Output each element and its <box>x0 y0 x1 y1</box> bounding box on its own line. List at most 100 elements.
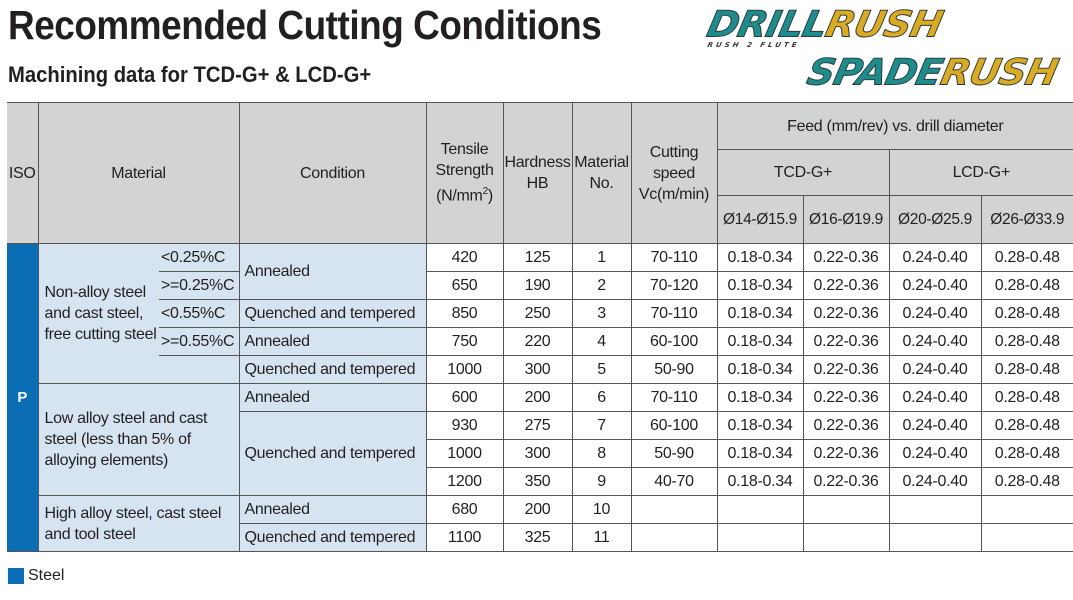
header-material-no: Material No. <box>571 102 632 244</box>
feed-cell: 0.22-0.36 <box>802 327 890 356</box>
condition-cell: Annealed <box>238 327 427 356</box>
material-no-cell: 6 <box>571 383 632 412</box>
hardness-cell: 250 <box>502 299 573 328</box>
feed-cell: 0.18-0.34 <box>716 411 804 440</box>
steel-swatch <box>8 568 24 584</box>
hardness-cell: 200 <box>502 495 573 524</box>
header-diameter: Ø14-Ø15.9 <box>716 195 804 244</box>
tensile-strength-cell: 850 <box>425 299 504 328</box>
header-diameter: Ø16-Ø19.9 <box>802 195 890 244</box>
page-subtitle: Machining data for TCD-G+ & LCD-G+ <box>8 62 372 87</box>
condition-cell: Quenched and tempered <box>238 299 427 328</box>
cutting-conditions-table: ISO Material Condition Tensile Strength (N… <box>7 102 1073 552</box>
feed-cell <box>888 523 982 552</box>
feed-cell: 0.24-0.40 <box>888 243 982 272</box>
table-row: P Non-alloy steel and cast steel, free cu… <box>7 243 1073 552</box>
legend-label: Steel <box>28 567 65 584</box>
condition-cell: Annealed <box>238 495 427 524</box>
header-text: Strength <box>435 162 494 180</box>
cutting-speed-cell: 40-70 <box>630 467 718 496</box>
tensile-strength-cell: 1200 <box>425 467 504 496</box>
feed-cell: 0.24-0.40 <box>888 411 982 440</box>
iso-group-cell: P <box>7 243 39 552</box>
carbon-content-cell <box>159 355 240 384</box>
material-no-cell: 8 <box>571 439 632 468</box>
feed-cell: 0.24-0.40 <box>888 467 982 496</box>
header-text: No. <box>589 175 614 192</box>
material-no-cell: 5 <box>571 355 632 384</box>
condition-cell: Quenched and tempered <box>238 523 427 552</box>
material-no-cell: 11 <box>571 523 632 552</box>
table-row: High alloy steel, cast steel and tool st… <box>7 495 1073 552</box>
header-text: Hardness <box>504 154 571 171</box>
hardness-cell: 300 <box>502 355 573 384</box>
header-text: Vc(m/min) <box>638 185 710 203</box>
hardness-cell: 125 <box>502 243 573 272</box>
carbon-content-cell: <0.55%C <box>159 299 240 328</box>
feed-cell: 0.28-0.48 <box>980 271 1073 300</box>
header-feed: Feed (mm/rev) vs. drill diameter <box>716 102 1073 150</box>
header-iso: ISO <box>7 102 39 244</box>
condition-cell: Annealed <box>238 243 427 300</box>
material-cell: Non-alloy steel and cast steel, free cut… <box>37 243 159 384</box>
logo-tagline: RUSH 2 FLUTE <box>706 41 801 49</box>
header-text: Material <box>574 154 629 171</box>
feed-cell: 0.28-0.48 <box>980 439 1073 468</box>
cutting-speed-cell: 70-120 <box>630 271 718 300</box>
feed-cell: 0.28-0.48 <box>980 355 1073 384</box>
header-hardness: Hardness HB <box>502 102 573 244</box>
feed-cell: 0.22-0.36 <box>802 271 890 300</box>
table-row: 1000 300 8 50-90 0.18-0.34 0.22-0.36 0.24-0.40… <box>7 439 1073 468</box>
header-text: 2 <box>482 186 489 198</box>
feed-cell: 0.28-0.48 <box>980 243 1073 272</box>
header-tcd: TCD-G+ <box>716 149 890 196</box>
feed-cell <box>716 495 804 524</box>
header-text: Tensile <box>440 141 489 159</box>
header-text: (N/mm <box>436 187 483 205</box>
material-cell: High alloy steel, cast steel and tool st… <box>37 495 240 552</box>
hardness-cell: 300 <box>502 439 573 468</box>
header-text: speed <box>652 164 696 182</box>
material-no-cell: 1 <box>571 243 632 272</box>
page-title: Recommended Cutting Conditions <box>8 2 602 48</box>
header-diameter: Ø20-Ø25.9 <box>888 195 982 244</box>
feed-cell <box>980 523 1073 552</box>
header-diameter: Ø26-Ø33.9 <box>980 195 1073 244</box>
feed-cell: 0.18-0.34 <box>716 355 804 384</box>
feed-cell <box>716 523 804 552</box>
feed-cell <box>980 495 1073 524</box>
hardness-cell: 325 <box>502 523 573 552</box>
feed-cell: 0.18-0.34 <box>716 327 804 356</box>
tensile-strength-cell: 600 <box>425 383 504 412</box>
table-row: <0.55%C Quenched and tempered 850 250 3 70-11… <box>7 299 1073 328</box>
carbon-content-cell: >=0.25%C <box>159 271 240 300</box>
feed-cell: 0.28-0.48 <box>980 383 1073 412</box>
tensile-strength-cell: 680 <box>425 495 504 524</box>
feed-cell: 0.18-0.34 <box>716 243 804 272</box>
condition-cell: Annealed <box>238 383 427 412</box>
tensile-strength-cell: 420 <box>425 243 504 272</box>
material-no-cell: 9 <box>571 467 632 496</box>
cutting-speed-cell <box>630 523 718 552</box>
feed-cell: 0.22-0.36 <box>802 383 890 412</box>
feed-cell: 0.22-0.36 <box>802 439 890 468</box>
feed-cell: 0.28-0.48 <box>980 327 1073 356</box>
cutting-speed-cell: 70-110 <box>630 243 718 272</box>
header-text: Cutting <box>649 143 699 161</box>
table-row: >=0.55%C Annealed 750 220 4 60-100 0.18-0.34 0.… <box>7 327 1073 356</box>
feed-cell: 0.22-0.36 <box>802 243 890 272</box>
cutting-speed-cell: 50-90 <box>630 439 718 468</box>
feed-cell: 0.24-0.40 <box>888 299 982 328</box>
feed-cell: 0.28-0.48 <box>980 411 1073 440</box>
table-row: Low alloy steel and cast steel (less tha… <box>7 383 1073 496</box>
feed-cell: 0.28-0.48 <box>980 299 1073 328</box>
feed-cell: 0.18-0.34 <box>716 299 804 328</box>
table-row: >=0.25%C 650 190 2 70-120 0.18-0.34 0.22-0.36 0… <box>7 271 1073 300</box>
hardness-cell: 200 <box>502 383 573 412</box>
logo-text: DRILL <box>703 3 831 46</box>
feed-cell: 0.24-0.40 <box>888 271 982 300</box>
feed-cell: 0.18-0.34 <box>716 383 804 412</box>
cutting-speed-cell: 60-100 <box>630 411 718 440</box>
logo-text: SPADE <box>803 51 947 94</box>
feed-cell: 0.18-0.34 <box>716 271 804 300</box>
